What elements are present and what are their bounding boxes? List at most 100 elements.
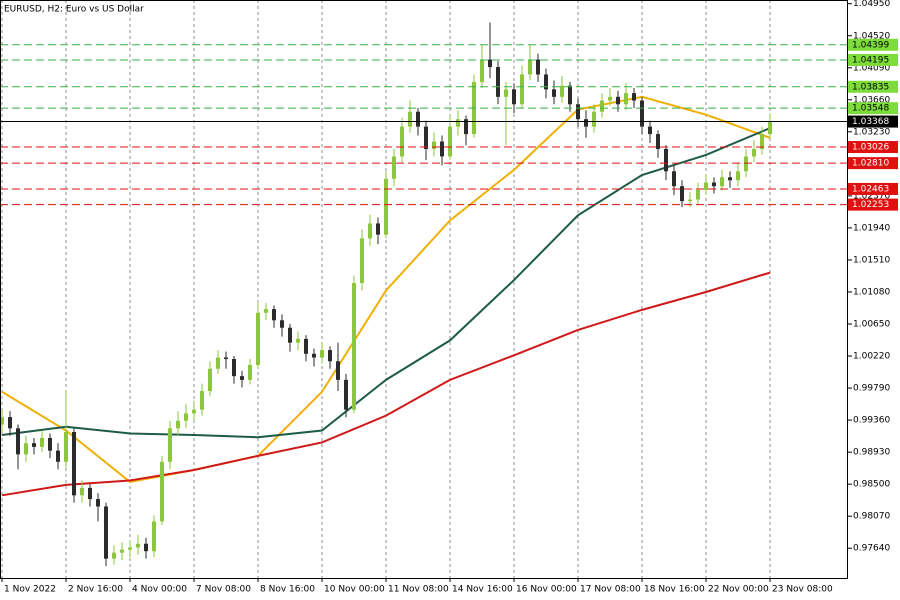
x-tick-label: 2 Nov 16:00	[68, 585, 123, 595]
candle-body	[208, 368, 212, 392]
candle-body	[648, 126, 652, 135]
candle-body	[344, 379, 348, 410]
candle-body	[736, 171, 740, 181]
candle-body	[248, 364, 252, 380]
y-tick-label: 1.00650	[853, 320, 890, 330]
candle-body	[232, 359, 236, 377]
level-tag	[848, 53, 898, 66]
x-tick-label: 10 Nov 00:00	[324, 585, 385, 595]
candle-body	[24, 443, 28, 455]
level-tag	[848, 141, 898, 154]
candle-body	[288, 327, 292, 343]
candle-body	[168, 428, 172, 462]
level-tag	[848, 80, 898, 93]
x-tick-label: 8 Nov 16:00	[260, 585, 315, 595]
candle-body	[296, 338, 300, 343]
candle-body	[144, 543, 148, 552]
candle-body	[328, 350, 332, 362]
candle-body	[616, 96, 620, 105]
candle-body	[56, 450, 60, 462]
candle-body	[312, 353, 316, 358]
y-tick-label: 0.98500	[853, 480, 890, 490]
candle-body	[688, 199, 692, 202]
candle-body	[584, 119, 588, 127]
candle-body	[416, 111, 420, 127]
x-tick-label: 4 Nov 00:00	[132, 585, 187, 595]
level-label: 1.03835	[852, 82, 889, 92]
candle-body	[336, 361, 340, 380]
candle-body	[160, 461, 164, 522]
candle-body	[384, 178, 388, 235]
candle-body	[400, 126, 404, 157]
candle-body	[520, 74, 524, 105]
candle-body	[128, 547, 132, 550]
candle-body	[376, 223, 380, 235]
candle-body	[496, 67, 500, 97]
candle-body	[536, 59, 540, 75]
candle-body	[744, 156, 748, 172]
candle-body	[360, 238, 364, 284]
level-tag	[848, 115, 898, 128]
candle-body	[656, 134, 660, 149]
candle-body	[320, 350, 324, 358]
candle-body	[264, 309, 268, 313]
x-tick-label: 11 Nov 08:00	[388, 585, 449, 595]
candle-body	[528, 59, 532, 75]
level-label: 1.02810	[852, 159, 889, 169]
candle-body	[696, 189, 700, 200]
candle-body	[136, 543, 140, 548]
candle-body	[752, 148, 756, 157]
candle-body	[112, 552, 116, 559]
candle-body	[568, 85, 572, 105]
candle-body	[464, 119, 468, 135]
candle-body	[512, 89, 516, 105]
candle-body	[272, 309, 276, 321]
level-tag	[848, 182, 898, 195]
x-tick-label: 16 Nov 00:00	[516, 585, 577, 595]
y-tick-label: 1.04090	[853, 63, 890, 73]
candle-body	[664, 148, 668, 172]
candle-body	[40, 437, 44, 447]
moving-average	[1, 127, 771, 439]
candle-body	[456, 119, 460, 127]
candle-body	[576, 104, 580, 120]
level-label: 1.04399	[852, 40, 889, 50]
candle-body	[704, 182, 708, 190]
candle-body	[392, 156, 396, 179]
candle-body	[368, 223, 372, 239]
y-tick-label: 1.01510	[853, 255, 890, 265]
x-tick-label: 1 Nov 2022	[4, 585, 56, 595]
candle-body	[16, 428, 20, 455]
candle-body	[224, 357, 228, 360]
candle-body	[680, 186, 684, 202]
candle-body	[712, 182, 716, 187]
candle-body	[408, 111, 412, 127]
candle-body	[560, 85, 564, 97]
candle-body	[432, 141, 436, 149]
y-tick-label: 0.97640	[853, 544, 890, 554]
candle-body	[64, 432, 68, 462]
level-label: 1.02463	[852, 184, 889, 194]
candle-body	[480, 59, 484, 82]
candle-body	[592, 111, 596, 127]
x-tick-label: 17 Nov 08:00	[580, 585, 641, 595]
candle-body	[104, 506, 108, 559]
level-label: 1.04195	[852, 55, 889, 65]
y-tick-label: 0.99790	[853, 384, 890, 394]
level-tag	[848, 38, 898, 51]
candle-body	[720, 177, 724, 187]
y-tick-label: 1.01940	[853, 223, 890, 233]
candle-body	[640, 100, 644, 127]
candle-body	[152, 521, 156, 552]
candle-body	[448, 126, 452, 157]
candle-body	[424, 126, 428, 149]
y-tick-label: 0.98930	[853, 448, 890, 458]
candle-body	[280, 320, 284, 328]
level-label: 1.03026	[852, 143, 889, 153]
x-tick-label: 18 Nov 16:00	[644, 585, 705, 595]
moving-average	[1, 271, 771, 497]
plot-frame	[0, 0, 848, 579]
candle-body	[440, 141, 444, 157]
level-label: 1.03548	[852, 104, 889, 114]
y-tick-label: 1.04520	[853, 31, 890, 41]
